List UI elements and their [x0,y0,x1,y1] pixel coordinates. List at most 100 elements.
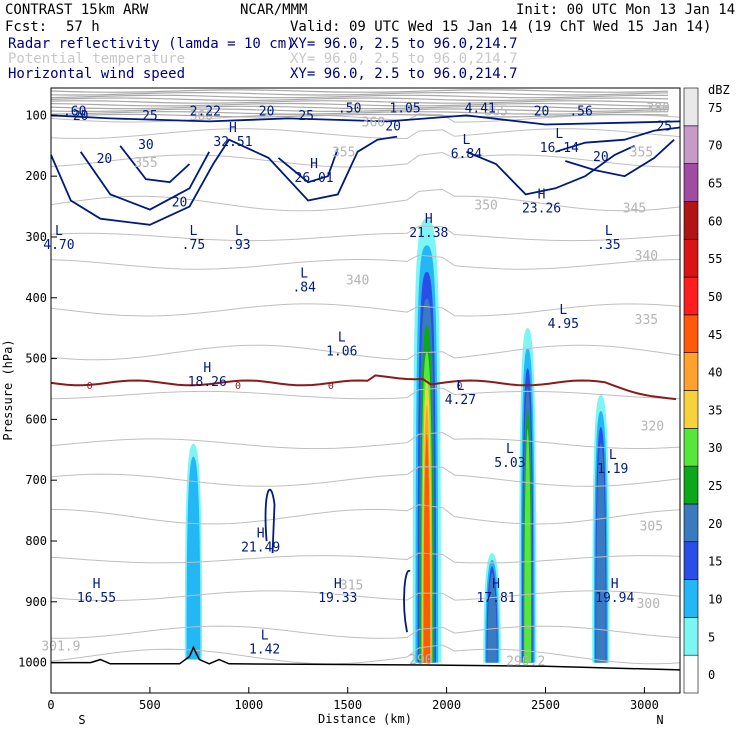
init-time: Init: 00 UTC Mon 13 Jan 14 [516,2,735,18]
extremum-kind-6: H [229,121,237,136]
theta-stratosphere-8 [50,111,669,115]
colorbar-swatch-10 [683,276,699,316]
theta-contour-12 [50,552,681,564]
extremum-kind-11: H [425,212,433,227]
extremum-kind-27: H [611,577,619,592]
terrain-layer [51,645,681,671]
theta-contour-15 [50,644,681,665]
y-tick-label-1: 200 [25,169,47,183]
freezing-level-label-3: 0 [456,381,462,392]
wind-label-4: 20 [534,104,550,119]
y-tick-label-3: 400 [25,291,47,305]
wind-contour-2 [119,145,191,184]
theta-label-15: 315 [340,579,363,594]
extremum-kind-22: L [609,448,617,463]
x-tick-label-5: 2500 [531,698,560,712]
theta-contour-11 [50,504,681,525]
x-tick-label-2: 1000 [234,698,263,712]
extremum-value-4: 4.41 [465,101,496,116]
theta-contour-5 [50,254,681,270]
theta-label-8: 345 [623,202,646,217]
x-axis-label: Distance (km) [318,712,412,726]
colorbar-swatch-2 [683,579,699,618]
wind-label-7: 30 [138,138,154,153]
wind-label-9: 20 [385,120,401,135]
wind-contour-7 [565,139,675,178]
wind-contour-cell [403,569,411,633]
extremum-kind-14: L [235,224,243,239]
colorbar-label-11: 55 [708,252,722,266]
extremum-value-1: 2.22 [190,104,221,119]
extremum-value-15: .35 [597,238,620,253]
y-axis-label: Pressure (hPa) [1,339,15,440]
extremum-value-14: .93 [227,238,250,253]
wind-label-3: 25 [298,109,314,124]
colorbar-swatch-0 [683,654,699,694]
x-axis-north-label: N [656,713,663,727]
field-wind-name: Horizontal wind speed [8,66,185,82]
wind-contour-5 [466,144,635,196]
theta-stratosphere-5 [50,102,669,107]
model-title: CONTRAST 15km ARW [5,2,149,18]
theta-contour-3 [50,188,681,212]
extremum-value-12: 4.70 [43,238,74,253]
colorbar-label-7: 35 [708,403,722,417]
theta-stratosphere-4 [50,100,669,104]
extremum-value-9: 16.14 [540,141,579,156]
colorbar-swatch-7 [683,390,699,429]
theta-label-9: 340 [635,249,658,264]
colorbar: 0 5 10 15 20 25 30 35 40 45 50 55 60 65 70 75 [683,87,722,694]
fcst-value: 57 h [66,19,100,35]
colorbar-swatch-12 [683,201,699,240]
theta-label-13: 305 [640,520,663,535]
colorbar-label-12: 60 [708,214,722,228]
theta-contour-8 [50,387,681,400]
colorbar-label-1: 5 [708,630,715,644]
extremum-kind-12: L [55,224,63,239]
colorbar-label-9: 45 [708,328,722,342]
field-reflectivity-xy: XY= 96.0, 2.5 to 96.0,214.7 [290,36,518,52]
field-theta-xy: XY= 96.0, 2.5 to 96.0,214.7 [290,51,518,67]
plot-frame [50,87,681,694]
x-axis-south-label: S [78,713,85,727]
theta-stratosphere-2 [50,94,669,99]
colorbar-swatch-8 [683,352,699,391]
theta-contour-4 [50,225,681,242]
colorbar-swatch-1 [683,617,699,656]
theta-label-7: 355 [630,146,653,161]
freezing-level-layer: 0 0 0 0 [50,374,677,401]
x-tick-label-0: 0 [47,698,54,712]
theta-label-10: 340 [346,273,369,288]
y-tick-label-5: 600 [25,412,47,426]
extremum-value-20: 4.27 [445,393,476,408]
valid-time: Valid: 09 UTC Wed 15 Jan 14 (19 ChT Wed … [290,19,711,35]
colorbar-swatch-3 [683,541,699,580]
extremum-value-8: 6.84 [451,147,482,162]
extremum-value-19: 18.26 [188,375,227,390]
extremum-value-6: 32.51 [213,135,252,150]
colorbar-swatch-9 [683,314,699,353]
extremum-kind-20: L [457,379,465,394]
theta-stratosphere-1 [50,91,669,96]
theta-contour-1 [50,128,681,140]
extremum-kind-25: H [334,577,342,592]
theta-stratosphere-3 [50,97,669,102]
colorbar-label-0: 0 [708,668,715,682]
extremum-kind-23: H [257,526,265,541]
extremum-kind-8: L [462,133,470,148]
center-title: NCAR/MMM [240,2,307,18]
theta-label-0: 360 [190,109,213,124]
colorbar-swatch-6 [683,428,699,467]
extremum-value-2: .50 [338,101,361,116]
extremum-value-25: 19.33 [318,591,357,606]
extremum-value-17: 4.95 [548,317,579,332]
theta-label-12: 320 [641,419,664,434]
y-tick-label-9: 1000 [18,656,47,670]
colorbar-label-15: 75 [708,101,722,115]
wind-label-8: 20 [172,196,188,211]
theta-contour-2 [50,151,680,168]
